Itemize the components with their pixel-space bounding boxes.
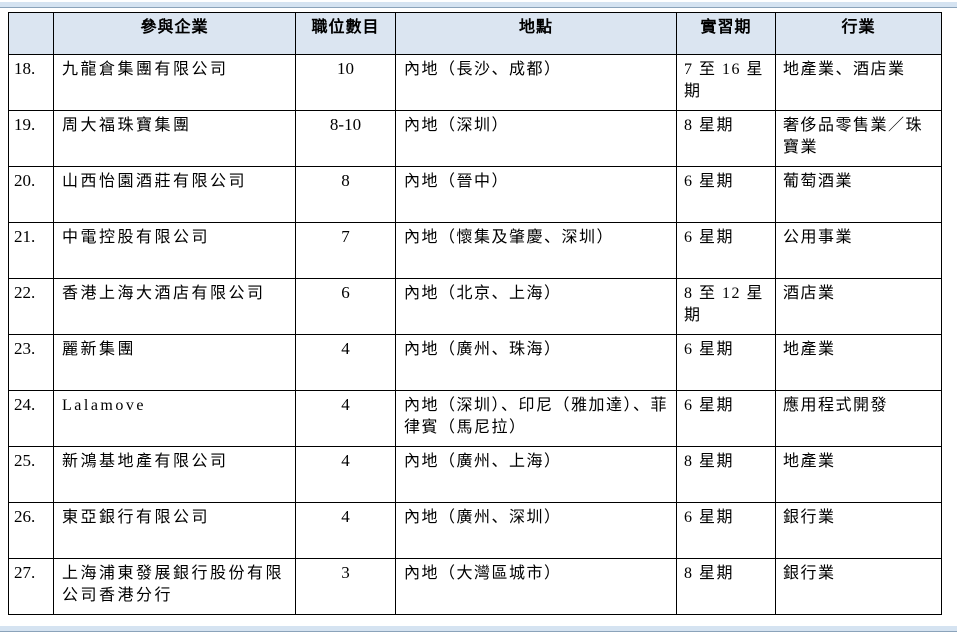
table-row: 24. Lalamove 4 內地（深圳）、印尼（雅加達）、菲律賓（馬尼拉） 6… <box>8 390 942 447</box>
table-row: 20. 山西怡園酒莊有限公司 8 內地（晉中） 6 星期 葡萄酒業 <box>8 166 942 223</box>
table-row: 26. 東亞銀行有限公司 4 內地（廣州、深圳） 6 星期 銀行業 <box>8 502 942 559</box>
cell-period: 6 星期 <box>676 390 776 447</box>
table-row: 21. 中電控股有限公司 7 內地（懷集及肇慶、深圳） 6 星期 公用事業 <box>8 222 942 279</box>
row-number: 24. <box>8 390 54 447</box>
cell-positions: 4 <box>295 502 396 559</box>
cell-positions: 4 <box>295 446 396 503</box>
cell-positions: 3 <box>295 558 396 615</box>
cell-location: 內地（廣州、珠海） <box>395 334 677 391</box>
row-number: 20. <box>8 166 54 223</box>
cell-location: 內地（懷集及肇慶、深圳） <box>395 222 677 279</box>
cell-period: 6 星期 <box>676 166 776 223</box>
cell-company: 香港上海大酒店有限公司 <box>53 278 296 335</box>
table-row: 25. 新鴻基地產有限公司 4 內地（廣州、上海） 8 星期 地產業 <box>8 446 942 503</box>
cell-industry: 公用事業 <box>775 222 942 279</box>
cell-industry: 地產業 <box>775 334 942 391</box>
cell-location: 內地（北京、上海） <box>395 278 677 335</box>
cell-industry: 銀行業 <box>775 558 942 615</box>
cell-company: 新鴻基地產有限公司 <box>53 446 296 503</box>
row-number: 25. <box>8 446 54 503</box>
row-number: 26. <box>8 502 54 559</box>
cell-period: 8 至 12 星期 <box>676 278 776 335</box>
cell-company: Lalamove <box>53 390 296 447</box>
cell-industry: 地產業、酒店業 <box>775 54 942 111</box>
cell-company: 山西怡園酒莊有限公司 <box>53 166 296 223</box>
cell-industry: 葡萄酒業 <box>775 166 942 223</box>
cell-period: 8 星期 <box>676 446 776 503</box>
cell-period: 7 至 16 星期 <box>676 54 776 111</box>
cell-industry: 應用程式開發 <box>775 390 942 447</box>
cell-location: 內地（深圳） <box>395 110 677 167</box>
cell-location: 內地（廣州、上海） <box>395 446 677 503</box>
cell-location: 內地（長沙、成都） <box>395 54 677 111</box>
cell-positions: 8 <box>295 166 396 223</box>
table-row: 22. 香港上海大酒店有限公司 6 內地（北京、上海） 8 至 12 星期 酒店… <box>8 278 942 335</box>
cell-industry: 奢侈品零售業／珠寶業 <box>775 110 942 167</box>
top-horizontal-rule <box>0 2 957 8</box>
cell-industry: 地產業 <box>775 446 942 503</box>
cell-period: 8 星期 <box>676 110 776 167</box>
cell-positions: 10 <box>295 54 396 111</box>
cell-company: 麗新集團 <box>53 334 296 391</box>
cell-period: 6 星期 <box>676 222 776 279</box>
header-industry: 行業 <box>775 12 942 55</box>
row-number: 21. <box>8 222 54 279</box>
row-number: 18. <box>8 54 54 111</box>
header-location: 地點 <box>395 12 677 55</box>
cell-period: 6 星期 <box>676 334 776 391</box>
company-internship-table: 參與企業 職位數目 地點 實習期 行業 18. 九龍倉集團有限公司 10 內地（… <box>8 12 942 615</box>
table-row: 19. 周大福珠寶集團 8-10 內地（深圳） 8 星期 奢侈品零售業／珠寶業 <box>8 110 942 167</box>
bottom-horizontal-rule <box>0 626 957 632</box>
row-number: 23. <box>8 334 54 391</box>
cell-company: 中電控股有限公司 <box>53 222 296 279</box>
header-company: 參與企業 <box>53 12 296 55</box>
table-header-row: 參與企業 職位數目 地點 實習期 行業 <box>8 12 942 55</box>
cell-industry: 銀行業 <box>775 502 942 559</box>
cell-industry: 酒店業 <box>775 278 942 335</box>
cell-location: 內地（大灣區城市） <box>395 558 677 615</box>
cell-positions: 4 <box>295 390 396 447</box>
cell-positions: 6 <box>295 278 396 335</box>
cell-period: 8 星期 <box>676 558 776 615</box>
header-index <box>8 12 54 55</box>
table-row: 23. 麗新集團 4 內地（廣州、珠海） 6 星期 地產業 <box>8 334 942 391</box>
cell-location: 內地（深圳）、印尼（雅加達）、菲律賓（馬尼拉） <box>395 390 677 447</box>
table-row: 18. 九龍倉集團有限公司 10 內地（長沙、成都） 7 至 16 星期 地產業… <box>8 54 942 111</box>
row-number: 19. <box>8 110 54 167</box>
cell-location: 內地（晉中） <box>395 166 677 223</box>
row-number: 27. <box>8 558 54 615</box>
header-positions: 職位數目 <box>295 12 396 55</box>
header-period: 實習期 <box>676 12 776 55</box>
cell-company: 周大福珠寶集團 <box>53 110 296 167</box>
cell-company: 上海浦東發展銀行股份有限公司香港分行 <box>53 558 296 615</box>
cell-period: 6 星期 <box>676 502 776 559</box>
cell-positions: 4 <box>295 334 396 391</box>
cell-company: 東亞銀行有限公司 <box>53 502 296 559</box>
cell-positions: 7 <box>295 222 396 279</box>
cell-positions: 8-10 <box>295 110 396 167</box>
cell-location: 內地（廣州、深圳） <box>395 502 677 559</box>
table-row: 27. 上海浦東發展銀行股份有限公司香港分行 3 內地（大灣區城市） 8 星期 … <box>8 558 942 615</box>
cell-company: 九龍倉集團有限公司 <box>53 54 296 111</box>
row-number: 22. <box>8 278 54 335</box>
